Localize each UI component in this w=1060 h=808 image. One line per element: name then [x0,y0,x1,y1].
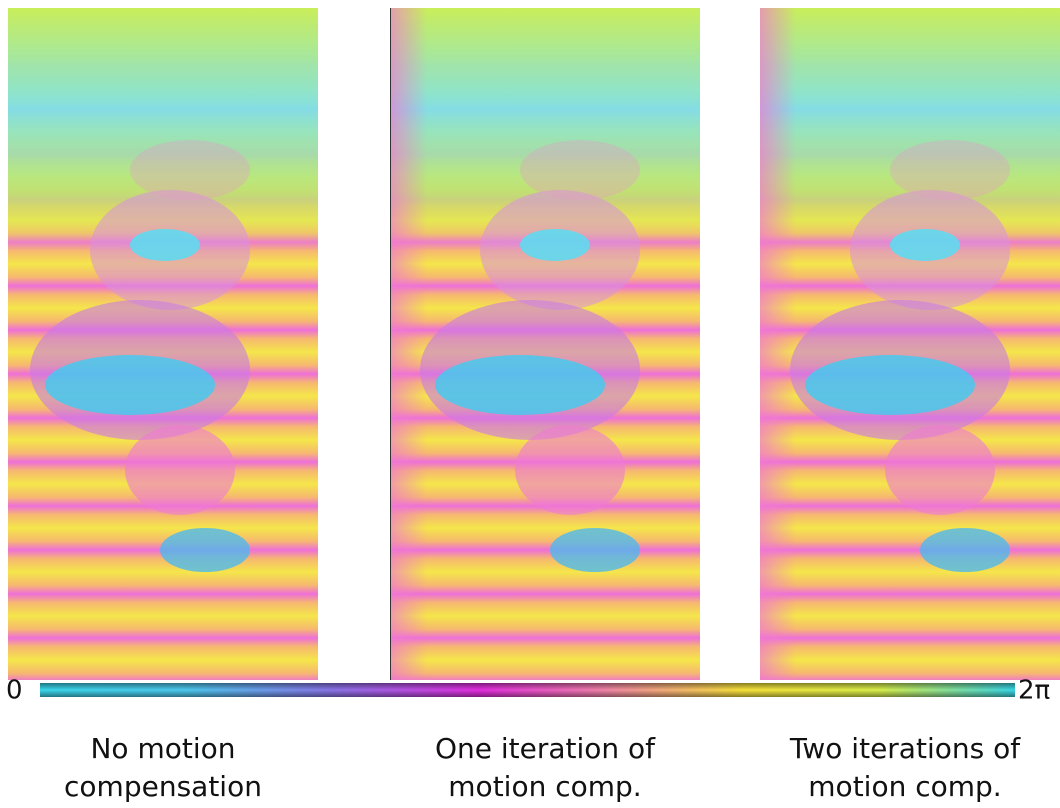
caption: Two iterations of [789,732,1021,765]
caption: One iteration of [435,732,656,765]
panel-image [760,8,1060,680]
caption: compensation [64,770,262,803]
panel-image [8,8,318,680]
caption: No motion [90,732,235,765]
figure: 0 2π No motion compensation One iteratio… [0,0,1060,808]
caption: motion comp. [808,770,1001,803]
panel-image [390,8,700,680]
colorbar-max-label: 2π [1018,676,1050,706]
colorbar-min-label: 0 [6,676,23,706]
caption: motion comp. [448,770,641,803]
